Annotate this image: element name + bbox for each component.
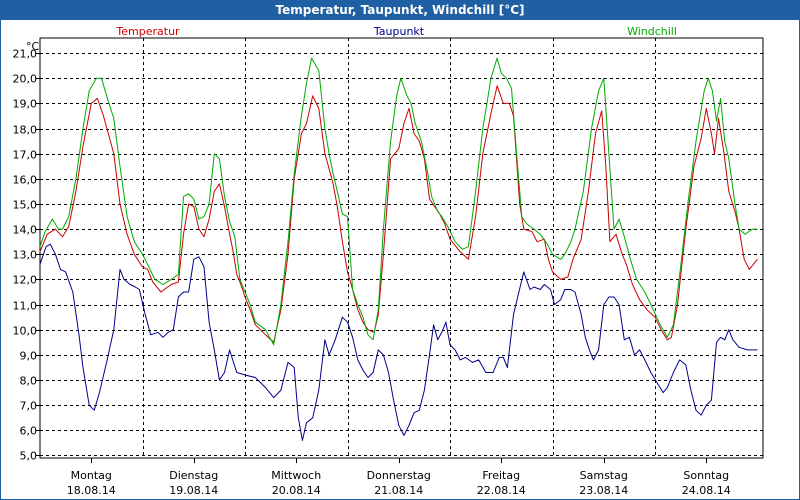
x-tick-date: 21.08.14	[374, 484, 423, 497]
x-tick-weekday: Donnerstag	[367, 469, 431, 482]
y-tick-label: 15,0	[13, 199, 38, 212]
legend-windchill: Windchill	[627, 25, 677, 38]
y-tick-label: 5,0	[20, 450, 38, 463]
series-line-taupunkt	[39, 243, 758, 441]
y-tick-label: 19,0	[13, 98, 38, 111]
x-tick-date: 19.08.14	[169, 484, 218, 497]
y-tick-label: 8,0	[20, 375, 38, 388]
x-tick-weekday: Samstag	[580, 469, 628, 482]
x-tick-weekday: Freitag	[482, 469, 520, 482]
y-tick-label: 12,0	[13, 274, 38, 287]
legend-temperatur: Temperatur	[115, 25, 180, 38]
series-layer	[39, 57, 758, 441]
y-tick-label: 7,0	[20, 400, 38, 413]
y-tick-label: 16,0	[13, 174, 38, 187]
y-tick-label: 10,0	[13, 325, 38, 338]
y-axis-label: °C	[26, 40, 40, 53]
y-tick-label: 20,0	[13, 73, 38, 86]
x-tick-date: 22.08.14	[477, 484, 526, 497]
y-tick-label: 14,0	[13, 224, 38, 237]
x-tick-date: 23.08.14	[579, 484, 628, 497]
series-line-windchill	[39, 57, 758, 346]
x-tick-weekday: Mittwoch	[271, 469, 321, 482]
x-tick-date: 24.08.14	[682, 484, 731, 497]
y-tick-label: 6,0	[20, 425, 38, 438]
plot-area	[39, 37, 764, 459]
y-tick-label: 17,0	[13, 149, 38, 162]
x-axis: Montag 18.08.14 Dienstag 19.08.14 Mittwoch 20…	[67, 458, 731, 497]
x-tick-weekday: Sonntag	[683, 469, 729, 482]
y-tick-label: 13,0	[13, 249, 38, 262]
y-tick-label: 11,0	[13, 300, 38, 313]
y-tick-label: 9,0	[20, 350, 38, 363]
series-line-temperatur	[39, 85, 758, 343]
grid-lines	[40, 38, 763, 458]
y-axis: 21,0 20,0 19,0 18,0 17,0 16,0 15,0 14,0 13,0 12,0…	[13, 48, 40, 463]
x-tick-weekday: Dienstag	[169, 469, 218, 482]
y-tick-label: 21,0	[13, 48, 38, 61]
x-tick-weekday: Montag	[71, 469, 112, 482]
window-title: Temperatur, Taupunkt, Windchill [°C]	[1, 1, 799, 20]
x-tick-date: 18.08.14	[67, 484, 116, 497]
y-tick-label: 18,0	[13, 124, 38, 137]
legend-taupunkt: Taupunkt	[373, 25, 425, 38]
x-tick-date: 20.08.14	[272, 484, 321, 497]
